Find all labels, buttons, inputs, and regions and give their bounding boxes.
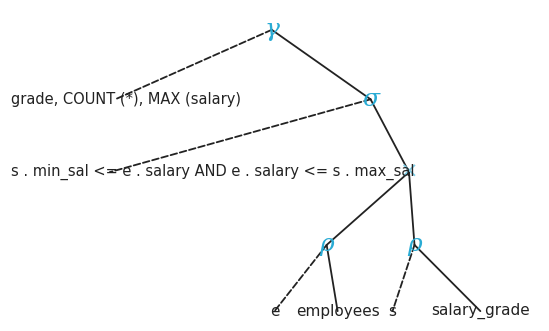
Text: grade, COUNT (*), MAX (salary): grade, COUNT (*), MAX (salary) (11, 92, 241, 107)
Text: salary_grade: salary_grade (431, 303, 530, 319)
Text: ρ: ρ (407, 233, 422, 257)
Text: σ: σ (362, 88, 379, 111)
Text: e: e (270, 304, 279, 319)
Text: s: s (389, 304, 396, 319)
Text: ×: × (400, 162, 418, 182)
Text: s . min_sal <= e . salary AND e . salary <= s . max_sal: s . min_sal <= e . salary AND e . salary… (11, 164, 414, 180)
Text: ρ: ρ (320, 233, 334, 257)
Text: γ: γ (264, 18, 279, 41)
Text: employees: employees (296, 304, 379, 319)
